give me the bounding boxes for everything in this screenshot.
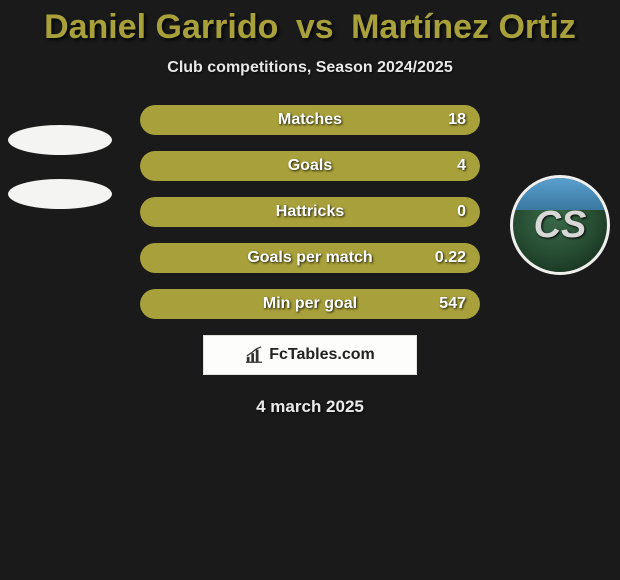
stat-bar: Goals per match 0.22 bbox=[140, 243, 480, 273]
comparison-title: Daniel Garrido vs Martínez Ortiz bbox=[0, 8, 620, 47]
stat-bar: Goals 4 bbox=[140, 151, 480, 181]
player1-name: Daniel Garrido bbox=[44, 8, 278, 46]
bar-label: Min per goal bbox=[263, 295, 357, 313]
stat-bars: Matches 18 Goals 4 Hattricks 0 Goals per match… bbox=[140, 105, 480, 319]
bar-label: Goals bbox=[288, 157, 332, 175]
bar-label: Goals per match bbox=[247, 249, 372, 267]
bar-label: Matches bbox=[278, 111, 342, 129]
chart-area: CS Matches 18 Goals 4 Hattricks 0 Goals per ma… bbox=[0, 105, 620, 417]
logo-box: FcTables.com bbox=[203, 335, 417, 375]
bar-value-right: 18 bbox=[448, 111, 466, 129]
badge-letters: CS bbox=[534, 204, 587, 247]
stat-bar: Hattricks 0 bbox=[140, 197, 480, 227]
snapshot-date: 4 march 2025 bbox=[0, 397, 620, 417]
player2-name: Martínez Ortiz bbox=[351, 8, 576, 46]
vs-text: vs bbox=[296, 8, 334, 46]
bar-label: Hattricks bbox=[276, 203, 344, 221]
bar-value-right: 0 bbox=[457, 203, 466, 221]
logo-text: FcTables.com bbox=[269, 346, 375, 364]
bar-chart-icon bbox=[245, 346, 263, 364]
right-team-badge: CS bbox=[510, 175, 610, 275]
left-team-ellipse-1 bbox=[8, 125, 112, 155]
bar-value-right: 0.22 bbox=[435, 249, 466, 267]
bar-value-right: 547 bbox=[439, 295, 466, 313]
stat-bar: Matches 18 bbox=[140, 105, 480, 135]
subtitle: Club competitions, Season 2024/2025 bbox=[0, 59, 620, 77]
left-team-ellipse-2 bbox=[8, 179, 112, 209]
bar-value-right: 4 bbox=[457, 157, 466, 175]
stat-bar: Min per goal 547 bbox=[140, 289, 480, 319]
